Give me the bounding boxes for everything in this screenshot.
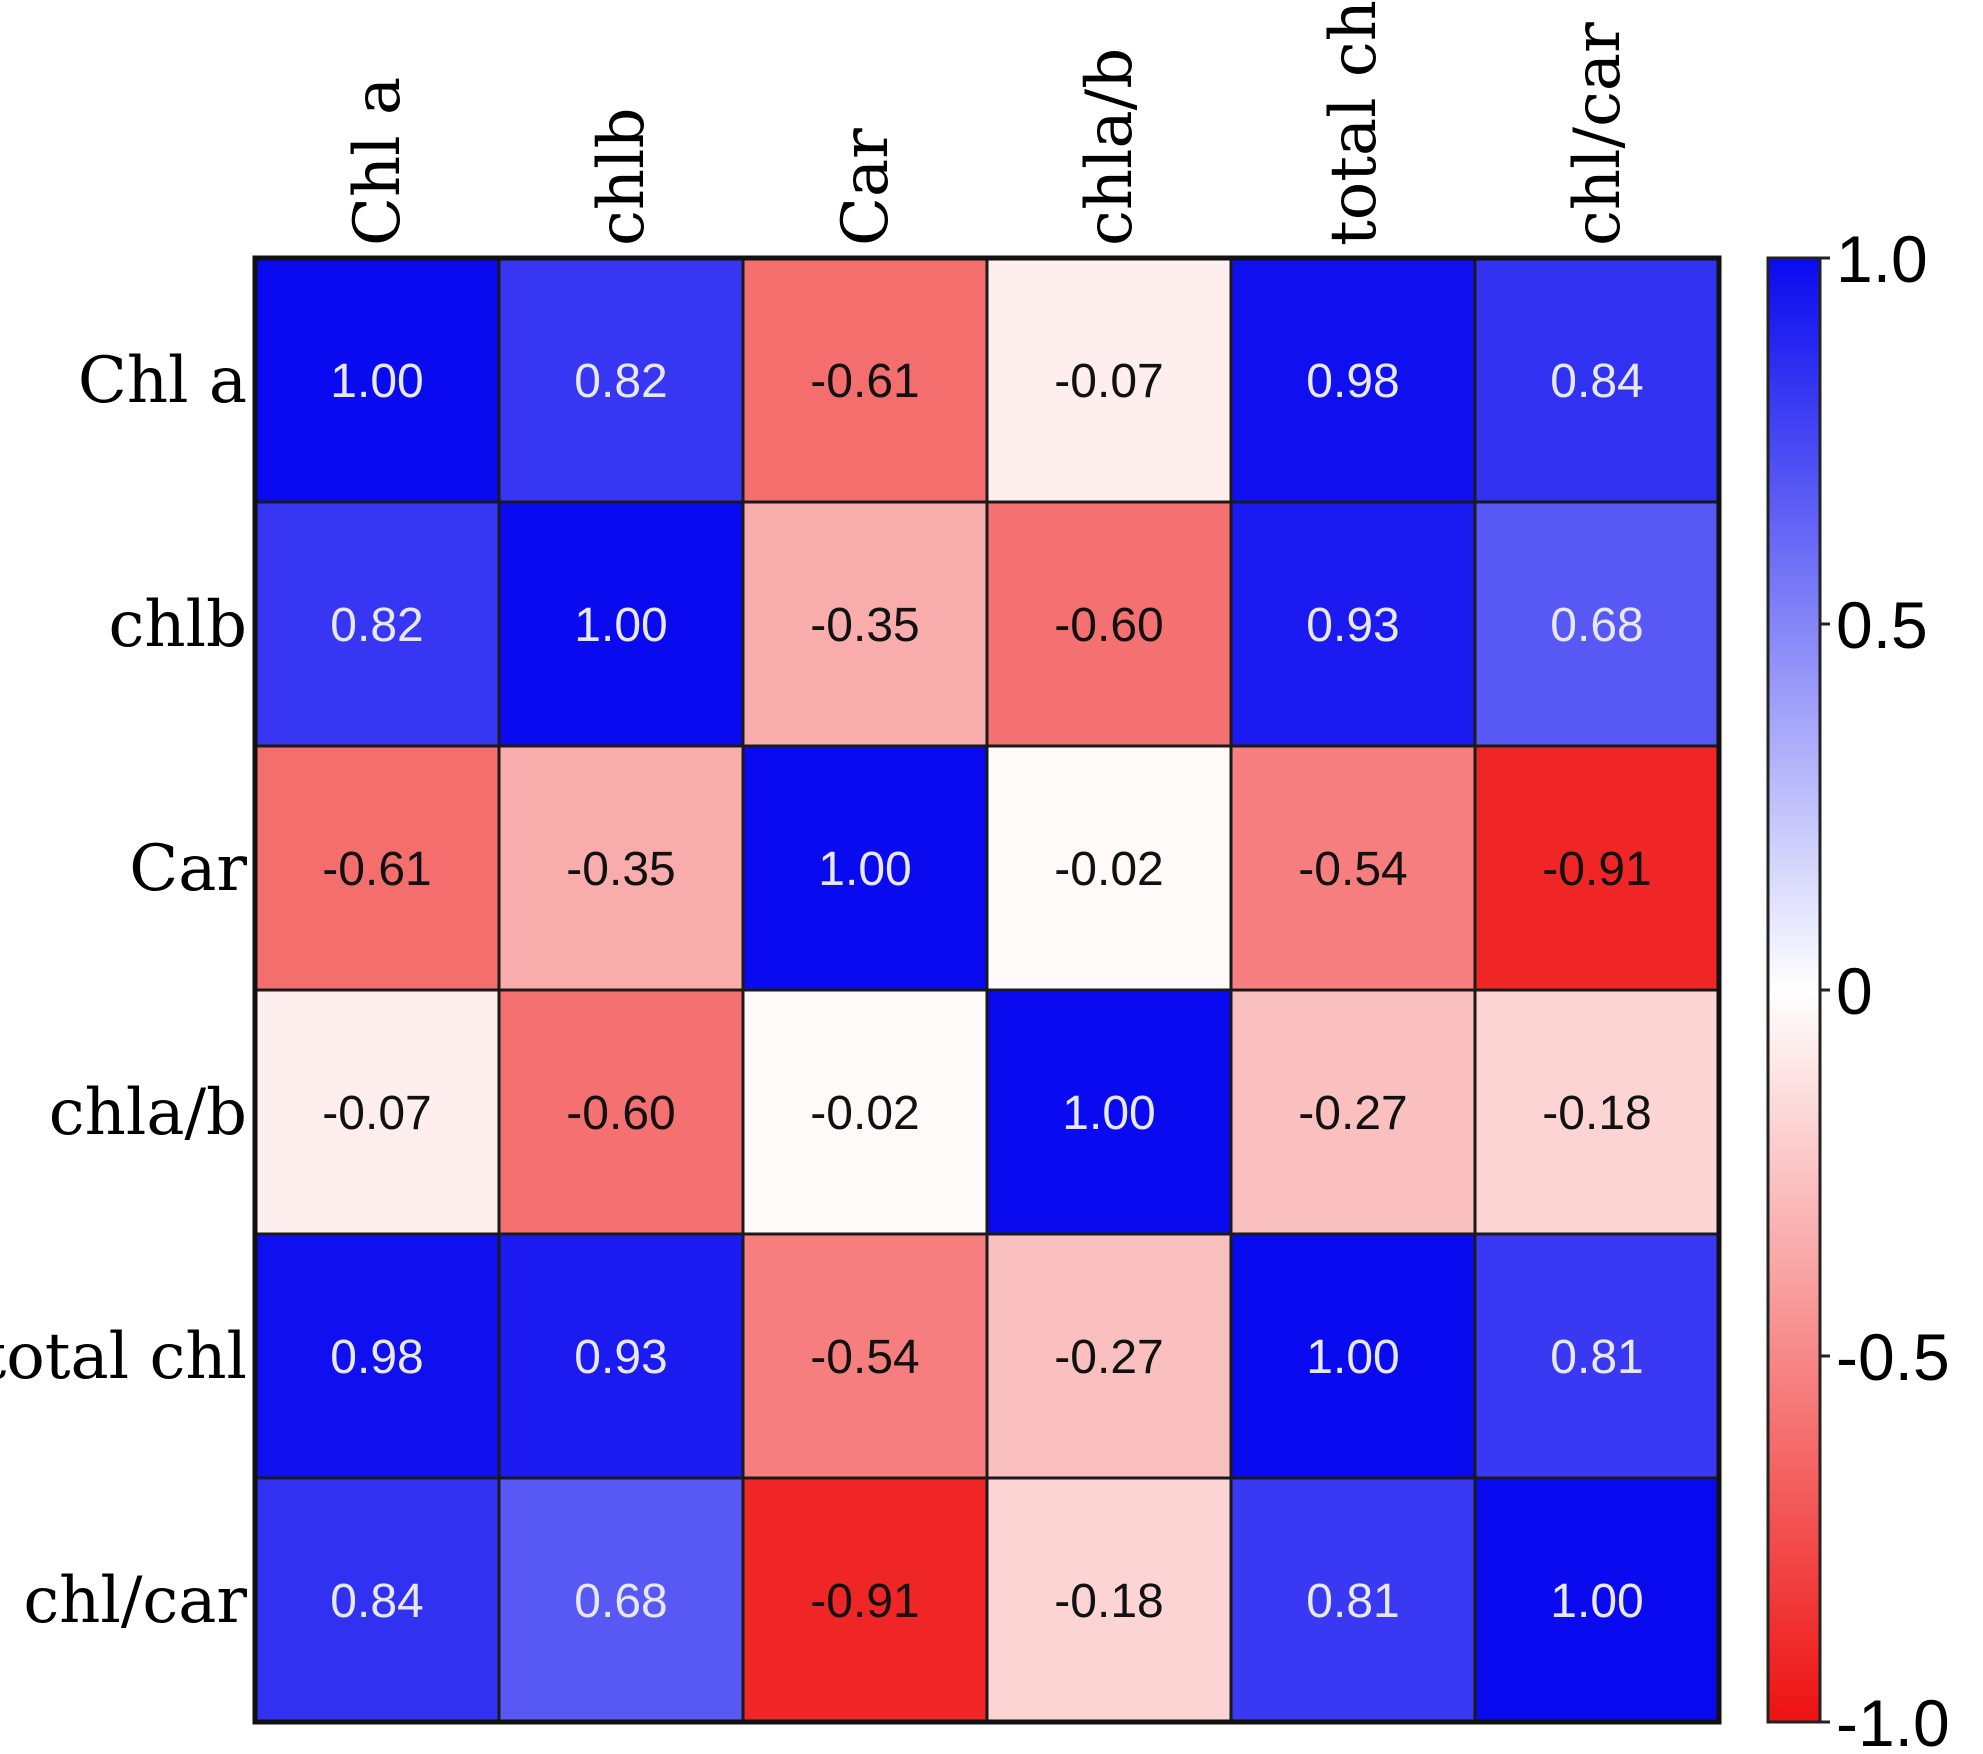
column-label: Chl a: [341, 77, 415, 246]
heatmap-cell-r4-c0: [253, 1232, 501, 1480]
cell-value-label: 0.93: [574, 1331, 667, 1384]
heatmap-cell-r2-c3: [985, 744, 1233, 992]
heatmap-cell-r0-c5: [1473, 256, 1721, 504]
column-label: Car: [829, 128, 903, 246]
row-label: chla/b: [49, 1076, 247, 1150]
cell-value-label: 1.00: [1550, 1575, 1643, 1628]
cell-value-label: -0.91: [1542, 843, 1651, 896]
cell-value-label: 1.00: [1306, 1331, 1399, 1384]
row-label: Car: [129, 832, 247, 906]
cell-value-label: 0.81: [1306, 1575, 1399, 1628]
colorbar-bar: [1766, 256, 1822, 1724]
column-labels: Chl a chlb Car chla/b total chl chl/car: [341, 0, 1635, 246]
cell-value-label: -0.02: [1054, 843, 1163, 896]
cell-value-label: -0.27: [1298, 1087, 1407, 1140]
cell-value-label: 0.93: [1306, 599, 1399, 652]
cell-value-label: 1.00: [1062, 1087, 1155, 1140]
cell-value-label: 0.68: [574, 1575, 667, 1628]
colorbar-tick-label: 0.5: [1836, 588, 1928, 662]
heatmap-cell-r5-c0: [253, 1476, 501, 1724]
colorbar-tick-label: 1.0: [1836, 222, 1928, 296]
heatmap-cell-r0-c3: [985, 256, 1233, 504]
heatmap-cell-r2-c5: [1473, 744, 1721, 992]
cell-value-label: -0.60: [566, 1087, 675, 1140]
cell-value-label: 0.98: [1306, 355, 1399, 408]
cell-value-label: 1.00: [574, 599, 667, 652]
cell-value-label: -0.91: [810, 1575, 919, 1628]
cell-value-label: -0.60: [1054, 599, 1163, 652]
cell-value-label: -0.61: [810, 355, 919, 408]
heatmap-cell-r3-c2: [741, 988, 989, 1236]
heatmap-cell-r4-c4: [1229, 1232, 1477, 1480]
cell-value-label: -0.54: [810, 1331, 919, 1384]
colorbar-tick-label: -0.5: [1836, 1320, 1950, 1394]
heatmap-cell-r5-c4: [1229, 1476, 1477, 1724]
heatmap-cell-r1-c5: [1473, 500, 1721, 748]
row-labels: Chl a chlb Car chla/b total chl chl/car: [0, 344, 247, 1638]
cell-value-label: -0.27: [1054, 1331, 1163, 1384]
heatmap-border: [252, 255, 1722, 1725]
row-label: Chl a: [78, 344, 247, 418]
column-label: chl/car: [1561, 22, 1635, 246]
colorbar-tick-label: -1.0: [1836, 1686, 1950, 1754]
cell-value-label: 0.82: [330, 599, 423, 652]
heatmap-cell-r1-c3: [985, 500, 1233, 748]
cell-value-label: 0.98: [330, 1331, 423, 1384]
colorbar: 1.0 0.5 0 -0.5 -1.0: [1766, 222, 1950, 1754]
cell-value-label: -0.02: [810, 1087, 919, 1140]
cell-value-label: 0.82: [574, 355, 667, 408]
cell-value-label: -0.61: [322, 843, 431, 896]
column-label: total chl: [1317, 0, 1391, 246]
row-label: chl/car: [23, 1564, 247, 1638]
cell-value-label: 0.84: [330, 1575, 423, 1628]
heatmap-cell-r2-c1: [497, 744, 745, 992]
heatmap-cell-r0-c1: [497, 256, 745, 504]
cell-value-label: -0.18: [1542, 1087, 1651, 1140]
row-label: chlb: [109, 588, 248, 662]
heatmap-cell-r4-c3: [985, 1232, 1233, 1480]
cell-value-label: -0.35: [566, 843, 675, 896]
heatmap-cell-r0-c0: [253, 256, 501, 504]
cell-value-label: 0.81: [1550, 1331, 1643, 1384]
cell-value-label: -0.18: [1054, 1575, 1163, 1628]
heatmap-cell-r2-c4: [1229, 744, 1477, 992]
row-label: total chl: [0, 1320, 247, 1394]
cell-value-label: 0.84: [1550, 355, 1643, 408]
cell-value-label: -0.54: [1298, 843, 1407, 896]
heatmap-cell-r3-c1: [497, 988, 745, 1236]
heatmap-cell-r4-c2: [741, 1232, 989, 1480]
heatmap-cell-r0-c4: [1229, 256, 1477, 504]
cell-value-label: -0.35: [810, 599, 919, 652]
heatmap-cell-r3-c4: [1229, 988, 1477, 1236]
cell-value-label: 1.00: [818, 843, 911, 896]
column-label: chlb: [585, 108, 659, 247]
heatmap-cell-r1-c1: [497, 500, 745, 748]
heatmap-cell-r3-c0: [253, 988, 501, 1236]
heatmap-cell-r2-c0: [253, 744, 501, 992]
cell-value-label: 0.68: [1550, 599, 1643, 652]
column-label: chla/b: [1073, 48, 1147, 246]
cell-value-label: 1.00: [330, 355, 423, 408]
colorbar-tick-label: 0: [1836, 954, 1873, 1028]
cell-value-label: -0.07: [322, 1087, 431, 1140]
cells-layer: 1.00 0.82 -0.61 -0.07 0.98 0.84 0.82 1.00 -0.35 -…: [252, 255, 1722, 1725]
heatmap-cell-r5-c5: [1473, 1476, 1721, 1724]
cell-value-label: -0.07: [1054, 355, 1163, 408]
heatmap-cell-r3-c3: [985, 988, 1233, 1236]
